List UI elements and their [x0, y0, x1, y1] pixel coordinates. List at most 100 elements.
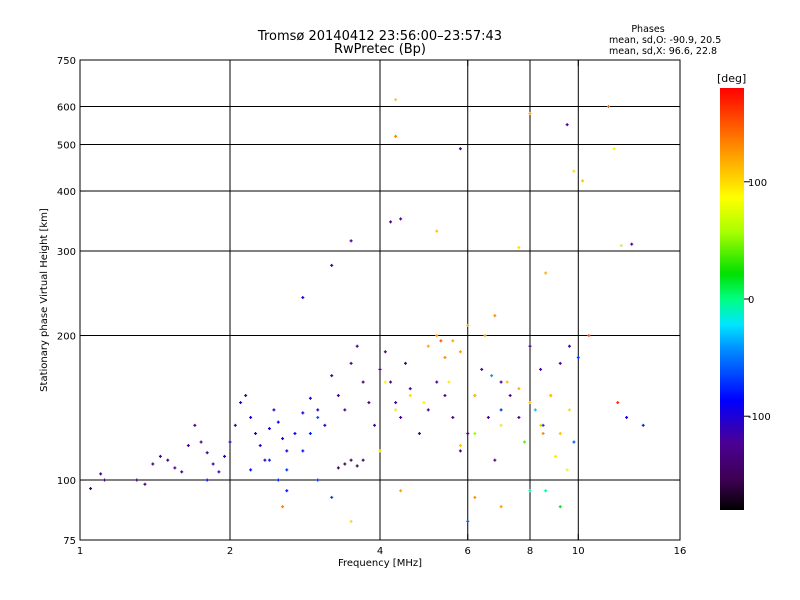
data-point	[276, 420, 280, 424]
data-point	[349, 519, 353, 523]
data-point	[553, 454, 557, 458]
data-point	[343, 408, 347, 412]
y-tick-label: 100	[57, 476, 76, 487]
x-tick-label: 16	[674, 546, 687, 557]
data-point	[558, 505, 562, 509]
data-point	[378, 449, 382, 453]
colorbar-ticks: 100 0 -100	[744, 178, 771, 423]
x-tick-label: 2	[227, 546, 233, 557]
x-axis-label: Frequency [MHz]	[338, 558, 422, 569]
data-point	[443, 355, 447, 359]
data-point	[330, 374, 334, 378]
x-tick-label: 10	[572, 546, 585, 557]
data-point	[422, 401, 426, 405]
data-point	[499, 505, 503, 509]
data-point	[625, 415, 629, 419]
data-point	[616, 401, 620, 405]
data-point	[285, 489, 289, 493]
data-point	[528, 112, 532, 116]
data-point	[523, 440, 527, 444]
data-point	[267, 458, 271, 462]
data-point	[480, 367, 484, 371]
x-tick-label: 4	[377, 546, 383, 557]
data-point	[451, 339, 455, 343]
data-point	[281, 437, 285, 441]
colorbar-tick-label: 100	[748, 178, 767, 189]
data-point	[308, 396, 312, 400]
colorbar-tick-label: 0	[748, 295, 754, 306]
data-point	[223, 454, 227, 458]
data-point	[272, 408, 276, 412]
data-point	[285, 449, 289, 453]
data-point	[349, 361, 353, 365]
y-tick-label: 750	[57, 56, 76, 67]
data-point	[378, 367, 382, 371]
colorbar-tick-label: -100	[748, 412, 771, 423]
data-point	[285, 468, 289, 472]
data-point	[458, 350, 462, 354]
data-point	[539, 423, 543, 427]
data-point	[581, 179, 585, 183]
data-point	[541, 423, 545, 427]
data-point	[408, 394, 412, 398]
y-tick-label: 200	[57, 332, 76, 343]
data-point	[394, 98, 398, 102]
data-point	[399, 489, 403, 493]
data-point	[508, 394, 512, 398]
data-point	[544, 489, 548, 493]
data-point	[158, 454, 162, 458]
data-point	[316, 415, 320, 419]
data-point	[447, 380, 451, 384]
data-point	[539, 367, 543, 371]
data-point	[267, 427, 271, 431]
data-point	[239, 401, 243, 405]
data-point	[394, 401, 398, 405]
data-point	[458, 147, 462, 151]
y-tick-label: 400	[57, 187, 76, 198]
data-point	[199, 440, 203, 444]
data-point	[439, 339, 443, 343]
data-point	[517, 415, 521, 419]
data-point	[233, 423, 237, 427]
data-point	[619, 244, 623, 248]
plot-area: 1 2 4 6 8 10 16 75 100 200 300 400 500 600 750	[57, 56, 686, 557]
data-point	[567, 408, 571, 412]
data-point	[343, 462, 347, 466]
data-point	[493, 314, 497, 318]
phases-x-stats: mean, sd,X: 96.6, 22.8	[609, 46, 717, 57]
data-point	[490, 374, 494, 378]
data-point	[565, 468, 569, 472]
data-point	[394, 408, 398, 412]
data-point	[361, 458, 365, 462]
data-point	[217, 470, 221, 474]
data-point	[301, 449, 305, 453]
data-points	[89, 98, 645, 523]
data-point	[528, 401, 532, 405]
data-point	[211, 462, 215, 466]
data-point	[499, 423, 503, 427]
data-point	[151, 462, 155, 466]
chart-title-line2: RwPretec (Bp)	[334, 42, 426, 57]
data-point	[330, 495, 334, 499]
data-point	[435, 334, 439, 338]
data-point	[253, 432, 257, 436]
data-point	[528, 489, 532, 493]
data-point	[355, 344, 359, 348]
colorbar-label: [deg]	[717, 72, 746, 85]
data-point	[473, 432, 477, 436]
data-point	[293, 432, 297, 436]
data-point	[336, 466, 340, 470]
data-point	[373, 423, 377, 427]
y-axis-ticks: 75 100 200 300 400 500 600 750	[57, 56, 680, 547]
data-point	[558, 361, 562, 365]
data-point	[173, 466, 177, 470]
data-point	[499, 380, 503, 384]
data-point	[473, 495, 477, 499]
data-point	[361, 380, 365, 384]
data-point	[544, 271, 548, 275]
data-point	[435, 229, 439, 233]
data-point	[607, 105, 611, 109]
data-point	[612, 147, 616, 151]
data-point	[143, 482, 147, 486]
